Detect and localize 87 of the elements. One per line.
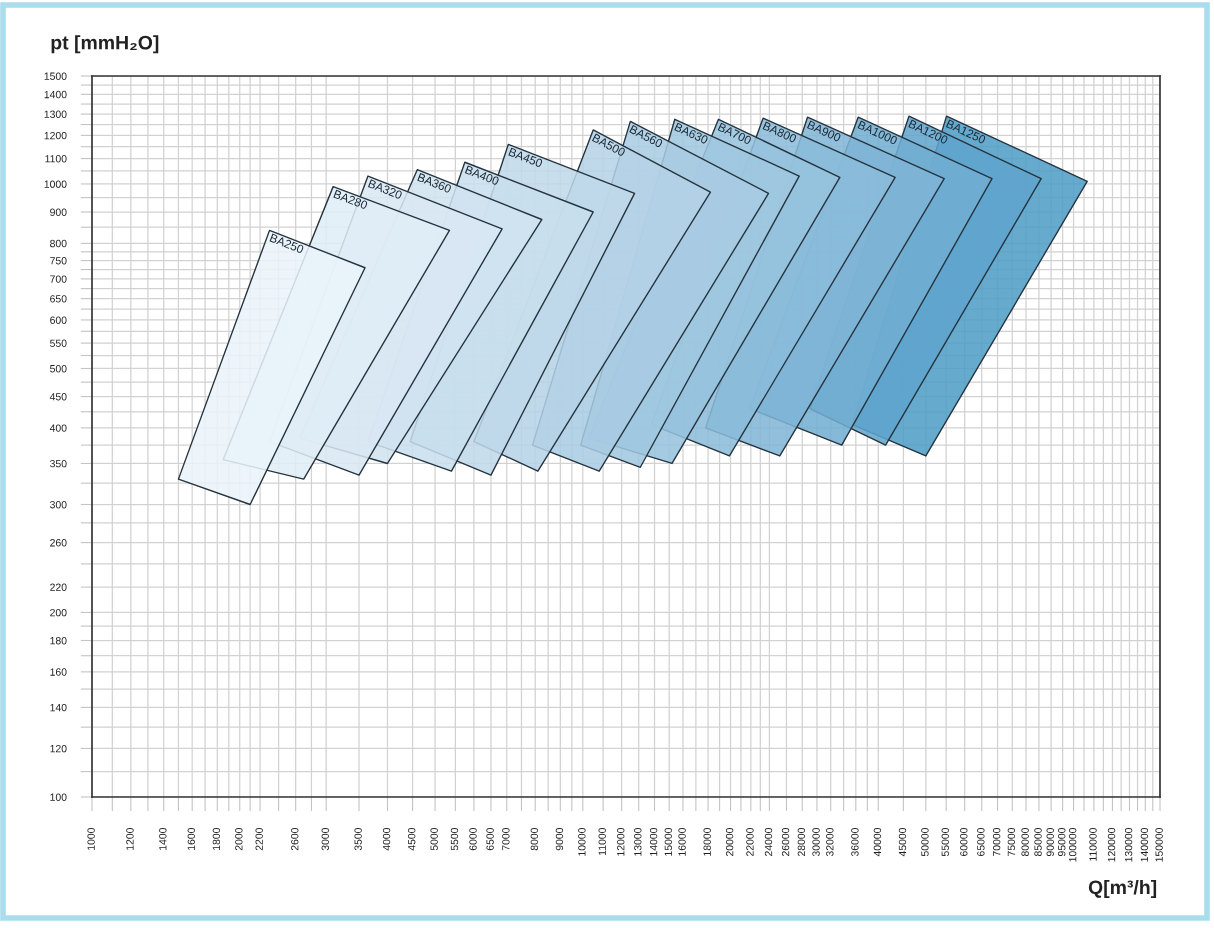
x-axis-title: Q[m³/h]	[1088, 879, 1157, 899]
y-tick-label: 120	[50, 744, 67, 753]
y-tick-label: 260	[50, 539, 67, 547]
x-tick-label: 4500	[408, 827, 416, 851]
x-tick-label: 3500	[354, 827, 362, 851]
y-tick-label: 1500	[44, 72, 67, 80]
x-tick-label: 130000	[1124, 827, 1133, 862]
x-tick-label: 110000	[1089, 827, 1097, 861]
x-tick-label: 75000	[1007, 827, 1016, 856]
x-tick-label: 6000	[469, 827, 477, 851]
x-tick-label: 2000	[235, 827, 243, 851]
x-tick-label: 140000	[1140, 827, 1149, 862]
x-tick-label: 32000	[826, 827, 834, 857]
x-tick-label: 36000	[851, 827, 859, 857]
series-label: BA280	[333, 189, 369, 210]
x-tick-label: 5500	[450, 827, 459, 851]
y-tick-label: 100	[50, 793, 67, 801]
y-tick-label: 200	[50, 608, 67, 617]
y-tick-label: 220	[50, 583, 67, 591]
y-tick-label: 400	[49, 424, 67, 432]
y-tick-label: 700	[50, 275, 67, 283]
x-tick-label: 28000	[797, 827, 806, 856]
x-tick-label: 5000	[430, 827, 438, 851]
x-tick-label: 20000	[725, 827, 734, 856]
x-tick-label: 1200	[126, 827, 134, 850]
x-tick-label: 120000	[1107, 827, 1116, 862]
series-label: BA400	[464, 165, 500, 186]
y-tick-label: 600	[50, 316, 67, 324]
series-label: BA320	[367, 179, 403, 200]
series-label: BA450	[508, 147, 544, 168]
x-tick-label: 15000	[664, 827, 673, 856]
x-tick-label: 12000	[617, 827, 625, 856]
x-tick-label: 13000	[634, 827, 642, 856]
x-tick-label: 16000	[678, 827, 686, 856]
x-tick-label: 1000	[87, 827, 95, 850]
x-tick-label: 2600	[291, 827, 299, 851]
x-tick-label: 1400	[159, 827, 167, 850]
x-tick-label: 11000	[598, 827, 606, 855]
y-tick-label: 550	[50, 339, 67, 347]
y-axis-title: pt [mmH₂O]	[51, 35, 159, 54]
x-tick-label: 6500	[486, 827, 494, 851]
x-tick-label: 45000	[898, 827, 907, 857]
y-tick-label: 500	[50, 365, 67, 373]
x-tick-label: 24000	[764, 827, 773, 856]
x-tick-label: 65000	[977, 827, 985, 856]
x-tick-label: 85000	[1034, 827, 1042, 857]
x-tick-label: 100000	[1069, 827, 1077, 862]
x-tick-label: 90000	[1046, 827, 1054, 857]
x-tick-label: 18000	[703, 827, 711, 856]
x-tick-label: 1600	[187, 827, 195, 850]
x-tick-label: 95000	[1058, 827, 1066, 857]
x-tick-label: 70000	[992, 827, 1001, 856]
y-tick-label: 350	[50, 459, 67, 468]
x-tick-label: 7000	[502, 827, 510, 851]
y-tick-label: 900	[50, 208, 67, 216]
x-tick-label: 14000	[649, 827, 658, 856]
y-tick-label: 1300	[44, 110, 67, 118]
y-tick-label: 1200	[44, 131, 67, 140]
y-tick-label: 750	[50, 257, 67, 265]
y-tick-label: 450	[49, 393, 67, 401]
y-tick-label: 1400	[44, 90, 67, 99]
x-tick-label: 10000	[578, 827, 586, 856]
x-tick-label: 150000	[1155, 827, 1163, 862]
x-tick-label: 1800	[212, 827, 221, 850]
x-tick-label: 60000	[960, 827, 968, 856]
x-tick-label: 4000	[382, 827, 391, 851]
x-tick-label: 30000	[812, 827, 820, 857]
y-tick-label: 650	[50, 295, 67, 303]
y-tick-label: 800	[50, 239, 67, 248]
x-tick-label: 50000	[921, 827, 929, 857]
y-tick-label: 300	[50, 501, 67, 509]
x-tick-label: 55000	[941, 827, 949, 857]
series-label: BA360	[417, 172, 452, 194]
y-tick-label: 1000	[44, 180, 67, 188]
x-tick-label: 2200	[255, 827, 263, 851]
y-tick-label: 140	[50, 703, 67, 712]
x-tick-label: 3000	[321, 827, 329, 851]
y-tick-label: 180	[50, 637, 67, 645]
x-tick-label: 8000	[530, 827, 539, 851]
x-tick-label: 22000	[746, 827, 754, 856]
y-tick-label: 1100	[45, 155, 67, 163]
x-tick-label: 9000	[555, 827, 564, 851]
series-label: BA250	[269, 233, 305, 254]
x-tick-label: 26000	[781, 827, 790, 856]
x-tick-label: 80000	[1021, 827, 1029, 857]
x-tick-label: 40000	[873, 827, 882, 857]
y-tick-label: 160	[50, 668, 67, 676]
